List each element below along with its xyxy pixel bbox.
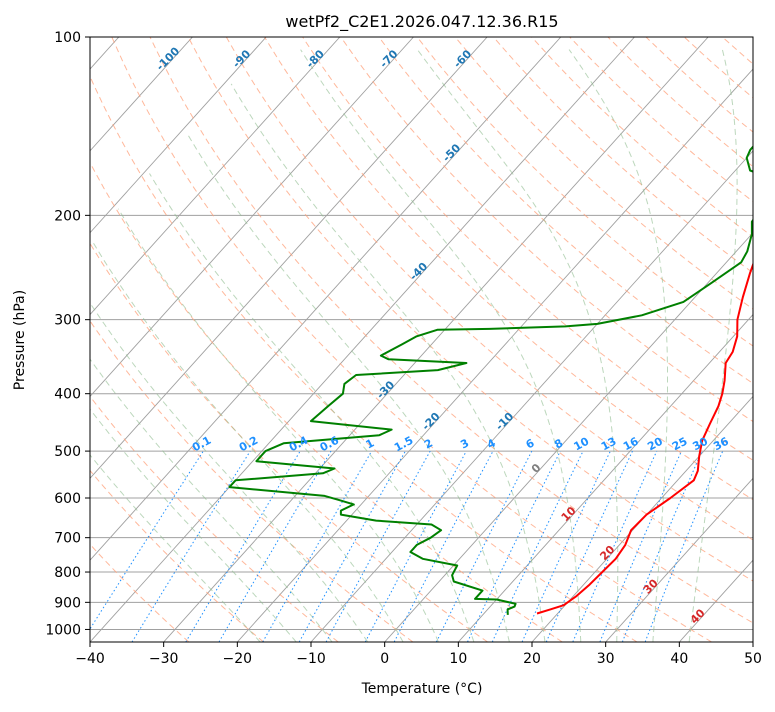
- isotherm: [532, 37, 775, 642]
- mixing-ratio-line: [263, 451, 372, 642]
- mixing-ratio-line: [645, 451, 723, 642]
- dry-adiabat: [684, 37, 775, 642]
- isopleth-label: -10: [493, 410, 516, 433]
- mixing-ratio-label: 4: [485, 436, 498, 451]
- isopleth-label: -70: [377, 47, 400, 70]
- mixing-ratio-label: 20: [645, 435, 665, 454]
- moist-adiabat: [231, 84, 545, 642]
- dry-adiabat: [379, 37, 775, 642]
- x-tick-label: −10: [296, 651, 326, 667]
- x-tick-label: −30: [149, 651, 179, 667]
- y-tick-label: 900: [54, 595, 81, 611]
- mixing-ratio-label: 10: [572, 435, 592, 454]
- dry-adiabat: [646, 37, 775, 642]
- mixing-ratio-line: [546, 451, 632, 642]
- y-axis-label: Pressure (hPa): [12, 290, 28, 390]
- mixing-ratio-label: 6: [524, 436, 537, 451]
- moist-adiabat: [417, 50, 617, 642]
- dry-adiabat: [0, 37, 413, 642]
- dry-adiabat: [265, 37, 775, 642]
- x-axis-label: Temperature (°C): [361, 681, 483, 697]
- moist-adiabat: [24, 311, 297, 642]
- mixing-ratio-label: 30: [690, 434, 710, 453]
- x-tick-label: 40: [670, 651, 688, 667]
- dry-adiabat: [608, 37, 775, 642]
- mixing-ratio-line: [82, 451, 204, 642]
- y-tick-label: 100: [54, 30, 81, 46]
- dry-adiabat: [493, 37, 775, 642]
- isopleth-label: -100: [154, 44, 183, 73]
- y-tick-label: 300: [54, 313, 81, 329]
- isopleth-label: -20: [419, 410, 442, 433]
- isopleth-label: 40: [688, 606, 708, 626]
- chart-title: wetPf2_C2E1.2026.047.12.36.R15: [285, 12, 558, 32]
- mixing-ratio-line: [622, 451, 702, 642]
- x-tick-label: 0: [380, 651, 389, 667]
- plot-frame: [90, 37, 753, 642]
- y-tick-label: 500: [54, 444, 81, 460]
- mixing-ratio-line: [600, 451, 682, 642]
- isopleth-label: -90: [230, 47, 253, 70]
- isotherm: [90, 37, 635, 642]
- isotherm: [237, 37, 775, 642]
- y-tick-label: 400: [54, 387, 81, 403]
- dry-adiabat: [0, 37, 488, 642]
- isotherm: [0, 37, 487, 642]
- isopleth-label: -50: [440, 141, 463, 164]
- moist-adiabat: [689, 50, 737, 642]
- y-tick-label: 600: [54, 491, 81, 507]
- mixing-ratio-line: [573, 451, 657, 642]
- profile-lines: [229, 37, 775, 615]
- moist-adiabat: [187, 133, 510, 642]
- x-tick-label: 10: [449, 651, 467, 667]
- isotherm: [0, 37, 266, 642]
- mixing-ratio-label: 16: [621, 435, 641, 454]
- y-tick-label: 200: [54, 208, 81, 224]
- moist-adiabat: [569, 50, 667, 642]
- dry-adiabat: [0, 37, 338, 642]
- x-tick-label: 20: [523, 651, 541, 667]
- dry-adiabat: [761, 37, 775, 642]
- isopleth-label: -40: [407, 260, 430, 283]
- dry-adiabat: [532, 37, 775, 642]
- isotherm: [164, 37, 709, 642]
- mixing-ratio-line: [468, 451, 561, 642]
- axes: −40 −30 −20 −10 0 10 20 30 40 50 100 200 300 400 500 60…: [45, 30, 762, 667]
- x-tick-label: −40: [75, 651, 105, 667]
- background-lines: [0, 37, 775, 642]
- y-tick-label: 800: [54, 565, 81, 581]
- x-tick-label: 30: [597, 651, 615, 667]
- isotherm: [16, 37, 561, 642]
- y-tick-label: 1000: [45, 622, 81, 638]
- x-tick-label: −20: [223, 651, 253, 667]
- isopleth-label: 10: [559, 504, 579, 524]
- dry-adiabat: [226, 37, 775, 642]
- mixing-ratio-label: 3: [458, 436, 471, 451]
- dry-adiabat: [150, 37, 775, 642]
- x-tick-label: 50: [744, 651, 762, 667]
- dry-adiabat: [0, 37, 264, 642]
- isopleth-label: -60: [451, 47, 474, 70]
- mixing-ratio-label: 13: [599, 435, 619, 454]
- mixing-ratio-label: 2: [422, 436, 435, 451]
- isopleth-label: -80: [304, 47, 327, 70]
- dry-adiabat: [0, 37, 189, 642]
- isotherm: [753, 37, 775, 642]
- isotherm: [385, 37, 775, 642]
- isotherm: [0, 37, 414, 642]
- dewpoint-profile-line: [229, 37, 775, 615]
- y-tick-label: 700: [54, 531, 81, 547]
- mixing-ratio-label: 25: [670, 435, 690, 454]
